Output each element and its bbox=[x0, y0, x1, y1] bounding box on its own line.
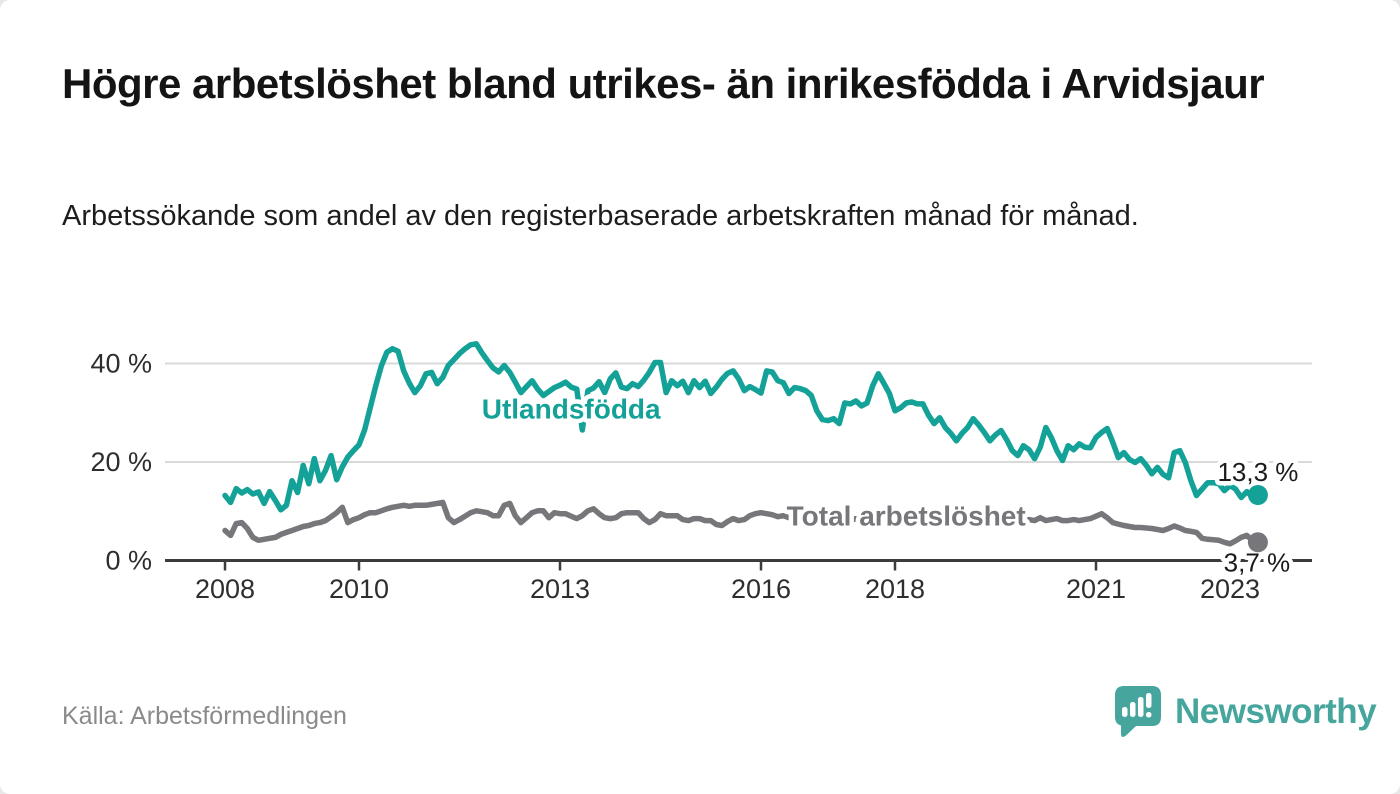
x-tick-label: 2023 bbox=[1200, 574, 1260, 604]
series-end-dot bbox=[1247, 532, 1268, 553]
y-tick-label: 0 % bbox=[105, 546, 152, 576]
source-note: Källa: Arbetsförmedlingen bbox=[62, 702, 347, 730]
page-title: Högre arbetslöshet bland utrikes- än inr… bbox=[62, 60, 1265, 107]
series-line-utlandsfodda bbox=[222, 341, 1261, 513]
line-chart: 2008 2010 2013 2016 2018 2021 2023 0 % 20 % 40 % U… bbox=[90, 341, 1312, 604]
y-tick-label: 20 % bbox=[90, 447, 152, 477]
x-tick-label: 2008 bbox=[195, 574, 255, 604]
series-label-utlandsfodda: Utlandsfödda bbox=[482, 393, 661, 424]
y-tick-label: 40 % bbox=[90, 349, 152, 379]
x-tick-label: 2013 bbox=[530, 574, 590, 604]
chart-subtitle: Arbetssökande som andel av den registerb… bbox=[62, 200, 1139, 232]
speech-bubble-bar-chart-icon bbox=[1115, 686, 1161, 738]
brand-logo: Newsworthy bbox=[1113, 684, 1377, 740]
series-label-total: Total arbetslöshet bbox=[787, 501, 1026, 532]
x-tick-label: 2010 bbox=[329, 574, 389, 604]
x-tick-label: 2018 bbox=[865, 574, 925, 604]
end-value-label: 3,7 % bbox=[1224, 547, 1291, 577]
series-line-total bbox=[222, 499, 1261, 547]
series-end-dot bbox=[1247, 484, 1268, 505]
brand-name: Newsworthy bbox=[1175, 692, 1377, 731]
x-tick-label: 2021 bbox=[1066, 574, 1126, 604]
end-value-label: 13,3 % bbox=[1217, 457, 1298, 487]
x-tick-label: 2016 bbox=[731, 574, 791, 604]
